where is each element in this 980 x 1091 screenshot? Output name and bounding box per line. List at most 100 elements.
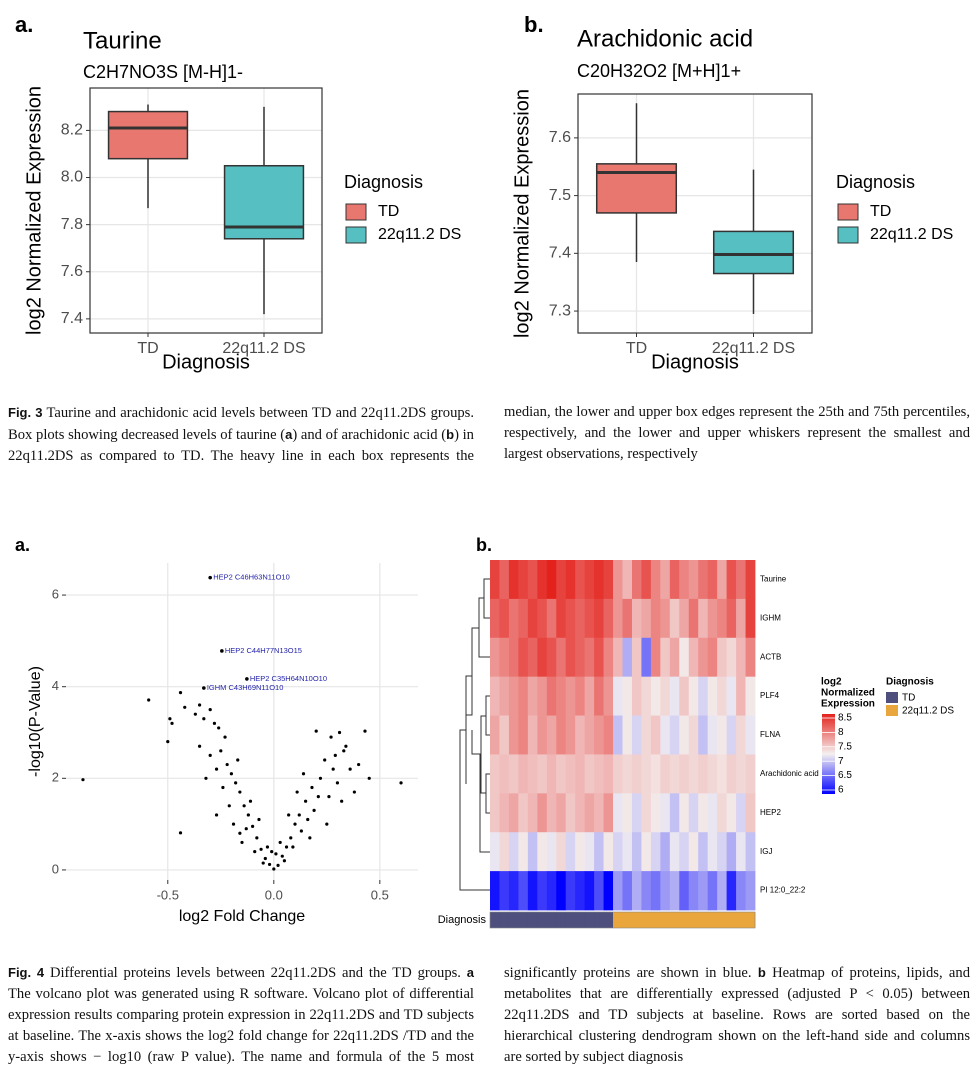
heat-cell (726, 715, 737, 755)
legend-tick-label: 7.5 (838, 741, 852, 752)
heat-cell (508, 598, 519, 639)
annotation-cell (679, 912, 690, 928)
heat-cell (688, 676, 699, 716)
heat-cell (537, 676, 548, 716)
heat-cell (508, 676, 519, 716)
heat-cell (508, 793, 519, 833)
heat-cell (556, 637, 567, 678)
caption-text: a (285, 427, 293, 442)
point (352, 790, 356, 794)
heat-cell (518, 637, 529, 678)
heat-cell (490, 793, 500, 833)
x-axis-label: log2 Fold Change (179, 908, 305, 925)
heat-cell (546, 637, 557, 678)
legend-tick-label: 8.5 (838, 713, 852, 724)
heat-cell (707, 754, 718, 794)
point (267, 862, 272, 867)
point (197, 744, 202, 748)
heat-cell (688, 832, 699, 872)
heat-cell (688, 598, 699, 639)
legend-tick-label: 8 (838, 727, 844, 738)
point (170, 721, 174, 725)
legend-title: log2 (821, 677, 842, 688)
annotation-cell (688, 912, 699, 928)
row-label: PI 12:0_22:2 (760, 886, 806, 895)
heat-cell (641, 871, 652, 911)
heat-cell (603, 560, 614, 600)
heat-cell (584, 598, 595, 639)
point (340, 799, 344, 803)
heat-cell (594, 598, 604, 639)
heat-cell (660, 637, 671, 678)
heat-cell (726, 793, 737, 833)
point (304, 799, 308, 803)
point (297, 813, 301, 817)
heat-cell (490, 754, 500, 794)
y-tick-label: 7.4 (549, 245, 571, 262)
heat-cell (669, 715, 680, 755)
row-label: IGJ (760, 847, 772, 856)
heat-cell (575, 560, 586, 600)
heat-cell (679, 793, 690, 833)
heat-cell (688, 871, 699, 911)
point (231, 822, 236, 826)
heat-cell (688, 754, 699, 794)
y-axis-label: -log10(P-Value) (27, 666, 44, 777)
point (214, 767, 219, 771)
heat-cell (594, 637, 604, 678)
heat-cell (508, 560, 519, 600)
heat-cell (736, 754, 746, 794)
heat-cell (736, 560, 746, 600)
point (242, 804, 246, 808)
annotation-cell (594, 912, 604, 928)
heat-cell (518, 676, 529, 716)
heat-cell (679, 676, 690, 716)
y-tick-label: 4 (52, 678, 59, 693)
annotation-cell (622, 912, 633, 928)
legend-key (886, 692, 898, 703)
annotation-cell (537, 912, 548, 928)
heat-cell (745, 560, 756, 600)
heat-cell (707, 676, 718, 716)
heat-cell (584, 871, 595, 911)
heat-cell (679, 715, 690, 755)
heat-cell (688, 793, 699, 833)
heat-cell (603, 715, 614, 755)
point (342, 749, 346, 753)
point (284, 845, 289, 849)
point (301, 772, 306, 776)
heat-cell (537, 637, 548, 678)
point (238, 790, 242, 794)
x-tick-label: 0.0 (265, 887, 283, 902)
point (289, 836, 293, 840)
heat-cell (622, 598, 633, 639)
point (306, 817, 310, 822)
point (244, 827, 248, 831)
heat-cell (518, 715, 529, 755)
x-tick-label: 22q11.2 DS (712, 340, 795, 357)
point (255, 836, 259, 840)
heat-cell (660, 793, 671, 833)
heat-cell (745, 793, 756, 833)
heat-cell (641, 598, 652, 639)
panel-label: a. (15, 12, 33, 37)
annotation-cell (631, 912, 642, 928)
caption-label: Fig. 3 (8, 405, 43, 420)
heat-cell (669, 754, 680, 794)
annotation-cell (745, 912, 756, 928)
point (234, 781, 238, 785)
point (212, 721, 217, 725)
point (202, 717, 206, 721)
heat-cell (603, 871, 614, 911)
point (331, 767, 335, 771)
heat-cell (518, 754, 529, 794)
point (168, 717, 172, 721)
heat-cell (669, 637, 680, 678)
heat-cell (594, 676, 604, 716)
heat-cell (631, 832, 642, 872)
heat-cell (717, 754, 728, 794)
color-bar (822, 714, 835, 794)
heat-cell (584, 754, 595, 794)
heat-cell (546, 560, 557, 600)
